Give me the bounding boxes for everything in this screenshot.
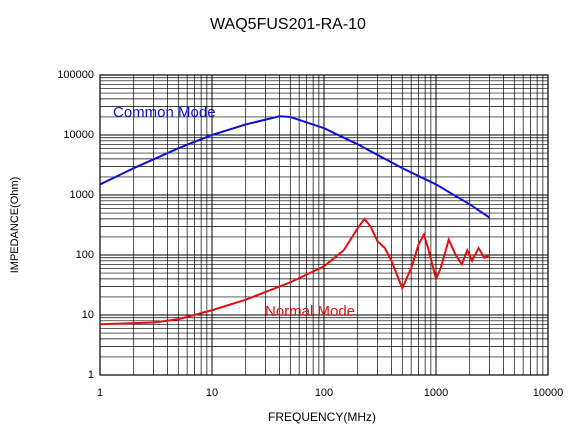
x-tick-label: 100 [315,387,333,399]
x-tick-label: 10 [206,387,218,399]
x-tick-label: 1 [97,387,103,399]
y-tick-label: 1 [88,369,94,381]
plot-frame [99,74,549,376]
series-label: Normal Mode [265,303,355,320]
x-tick-label: 1000 [424,387,448,399]
y-tick-label: 10 [82,309,94,321]
series-line [99,217,490,326]
chart-title: WAQ5FUS201-RA-10 [210,16,366,33]
series-line [99,115,490,219]
y-tick-label: 10000 [63,129,94,141]
x-tick-label: 10000 [533,387,564,399]
x-axis-label: FREQUENCY(MHz) [268,410,376,424]
series-label: Common Mode [113,104,216,121]
y-tick-label: 1000 [70,189,94,201]
y-tick-label: 100000 [57,69,94,81]
y-tick-label: 100 [76,249,94,261]
y-axis-label: IMPEDANCE(Ohm) [9,177,21,274]
